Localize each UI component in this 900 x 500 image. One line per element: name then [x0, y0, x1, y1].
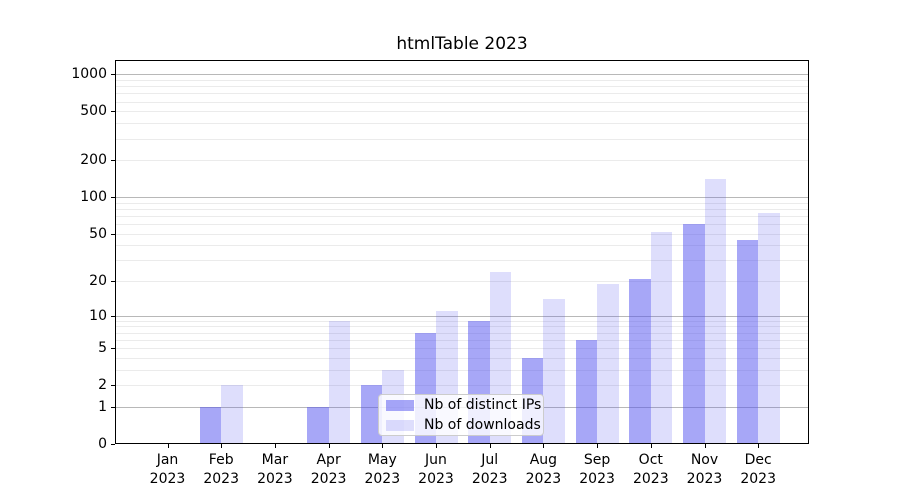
x-tick-mark-jan-2023: [167, 444, 169, 448]
x-tick-mark-feb-2023: [221, 444, 223, 448]
gridline-minor: [116, 339, 808, 341]
x-tick-mark-nov-2023: [704, 444, 706, 448]
bar-ips-oct-2023: [629, 278, 651, 443]
gridline-minor: [116, 332, 808, 334]
bar-ips-nov-2023: [683, 224, 705, 443]
x-tick-mark-mar-2023: [274, 444, 276, 448]
y-tick-label-100: 100: [80, 189, 107, 206]
x-tick-label-mar-2023: Mar 2023: [257, 452, 293, 487]
gridline-minor: [116, 160, 808, 162]
y-tick-mark-500: [111, 111, 115, 113]
y-tick-mark-1: [111, 406, 115, 408]
y-tick-mark-100: [111, 197, 115, 199]
gridline-major: [116, 197, 808, 199]
x-tick-label-jul-2023: Jul 2023: [471, 452, 508, 487]
bar-downloads-apr-2023: [328, 320, 351, 443]
gridline-minor: [116, 369, 808, 371]
bar-downloads-dec-2023: [758, 212, 780, 443]
gridline-minor: [116, 348, 808, 350]
x-tick-label-aug-2023: Aug 2023: [525, 452, 562, 487]
gridline-minor: [116, 357, 808, 359]
x-tick-mark-aug-2023: [543, 444, 545, 448]
x-tick-label-apr-2023: Apr 2023: [310, 452, 347, 487]
x-tick-mark-may-2023: [382, 444, 384, 448]
x-tick-mark-sep-2023: [597, 444, 599, 448]
y-tick-mark-5: [111, 348, 115, 350]
x-tick-label-jun-2023: Jun 2023: [418, 452, 454, 487]
gridline-minor: [116, 123, 808, 125]
bar-downloads-oct-2023: [650, 231, 673, 443]
y-tick-mark-20: [111, 281, 115, 283]
gridline-minor: [116, 224, 808, 226]
bar-ips-dec-2023: [736, 240, 759, 443]
bar-ips-may-2023: [360, 385, 383, 443]
gridline-minor: [116, 138, 808, 140]
y-tick-mark-10: [111, 315, 115, 317]
y-tick-mark-0: [111, 444, 115, 445]
gridline-minor: [116, 208, 808, 210]
gridline-minor: [116, 111, 808, 113]
legend-label-distinct-ips: Nb of distinct IPs: [424, 397, 542, 413]
y-tick-label-10: 10: [89, 307, 107, 324]
y-tick-label-1: 1: [98, 398, 107, 415]
x-tick-label-sep-2023: Sep 2023: [579, 452, 615, 487]
gridline-minor: [116, 385, 808, 387]
y-tick-label-50: 50: [89, 225, 107, 242]
gridline-minor: [116, 93, 808, 95]
bar-downloads-aug-2023: [543, 299, 565, 443]
legend-label-downloads: Nb of downloads: [424, 417, 541, 433]
y-tick-label-500: 500: [80, 103, 107, 120]
gridline-minor: [116, 101, 808, 103]
gridline-minor: [116, 320, 808, 322]
gridline-major: [116, 74, 808, 76]
bar-ips-sep-2023: [575, 339, 598, 443]
chart-title: htmlTable 2023: [396, 34, 528, 54]
gridline-minor: [116, 215, 808, 217]
x-tick-label-dec-2023: Dec 2023: [740, 452, 777, 487]
x-tick-mark-dec-2023: [758, 444, 760, 448]
gridline-minor: [116, 79, 808, 81]
bar-downloads-sep-2023: [597, 283, 619, 443]
x-tick-mark-jun-2023: [436, 444, 437, 448]
legend-item-downloads: Nb of downloads: [386, 417, 541, 433]
bar-ips-apr-2023: [307, 406, 329, 443]
legend: Nb of distinct IPs Nb of downloads: [378, 394, 544, 436]
y-tick-label-20: 20: [89, 273, 107, 290]
gridline-minor: [116, 233, 808, 235]
y-tick-mark-1000: [111, 74, 115, 76]
y-tick-label-0: 0: [98, 436, 107, 452]
x-tick-label-oct-2023: Oct 2023: [632, 452, 669, 487]
x-tick-label-jan-2023: Jan 2023: [149, 452, 186, 487]
gridline-minor: [116, 245, 808, 247]
x-tick-label-nov-2023: Nov 2023: [686, 452, 723, 487]
gridline-minor: [116, 260, 808, 262]
x-tick-label-feb-2023: Feb 2023: [203, 452, 240, 487]
plot-area-border: [115, 60, 809, 444]
x-tick-mark-apr-2023: [328, 444, 330, 448]
x-tick-mark-oct-2023: [650, 444, 652, 448]
x-tick-label-may-2023: May 2023: [364, 452, 401, 487]
y-tick-mark-2: [111, 385, 115, 387]
y-tick-mark-50: [111, 233, 115, 235]
y-tick-label-1000: 1000: [71, 66, 107, 83]
bar-ips-feb-2023: [199, 406, 222, 443]
gridline-minor: [116, 86, 808, 88]
bar-downloads-feb-2023: [221, 385, 243, 443]
gridline-minor: [116, 281, 808, 283]
y-tick-mark-200: [111, 160, 115, 162]
bar-downloads-nov-2023: [704, 179, 726, 443]
y-tick-label-200: 200: [80, 152, 107, 169]
y-tick-label-2: 2: [98, 377, 107, 394]
gridline-minor: [116, 202, 808, 204]
gridline-major: [116, 315, 808, 317]
legend-swatch-downloads: [386, 419, 414, 431]
legend-swatch-ips: [386, 399, 414, 411]
gridline-minor: [116, 326, 808, 328]
y-tick-label-5: 5: [98, 340, 107, 357]
x-tick-mark-jul-2023: [489, 444, 491, 448]
legend-item-distinct-ips: Nb of distinct IPs: [386, 397, 541, 413]
